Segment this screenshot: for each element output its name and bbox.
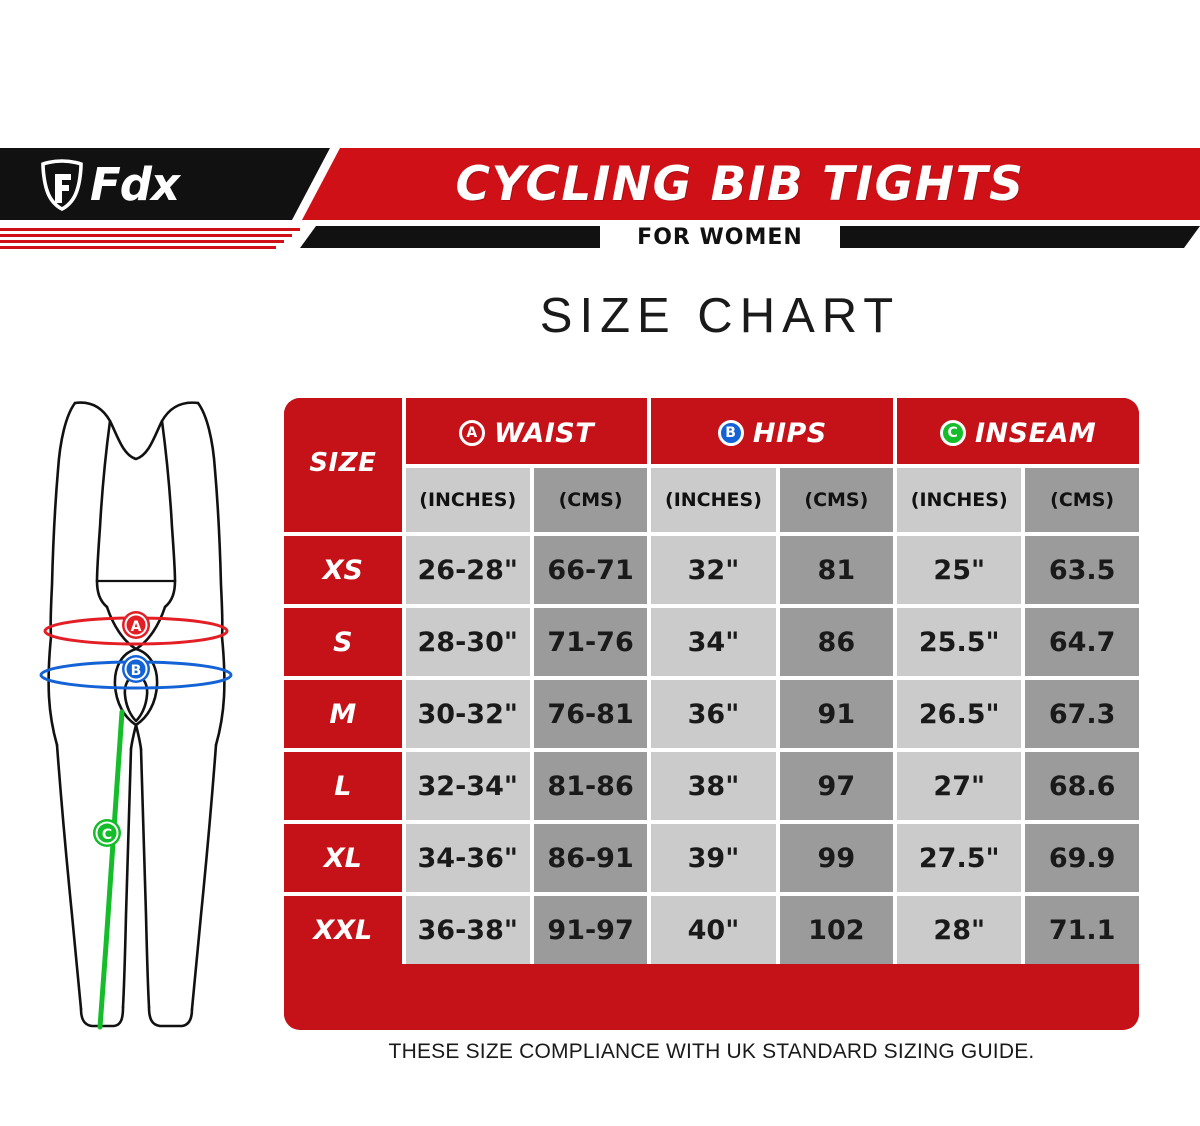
group-label-hips: HIPS — [752, 417, 827, 449]
cell-hips-inches: 38" — [647, 748, 776, 820]
cell-inseam-inches: 27" — [893, 748, 1022, 820]
table-subheader-row: (INCHES) (CMS) (INCHES) (CMS) (INCHES) (… — [284, 464, 1139, 532]
group-header-inseam: C INSEAM — [893, 398, 1139, 464]
cell-inseam-cms: 69.9 — [1021, 820, 1139, 892]
table-row: XS 26-28" 66-71 32" 81 25" 63.5 — [284, 532, 1139, 604]
footer-note: THESE SIZE COMPLIANCE WITH UK STANDARD S… — [388, 1040, 1035, 1063]
cell-waist-inches: 26-28" — [401, 532, 530, 604]
group-label-inseam: INSEAM — [974, 417, 1097, 449]
marker-b-badge: B — [122, 655, 150, 683]
stripe-black-right — [840, 226, 1200, 248]
subheader-waist-inches: (INCHES) — [401, 464, 530, 532]
cell-waist-cms: 91-97 — [529, 892, 648, 964]
cell-hips-cms: 91 — [775, 676, 894, 748]
stripe-red-2 — [0, 234, 292, 237]
cell-waist-cms: 76-81 — [529, 676, 648, 748]
brand-logo: Fdx — [40, 156, 180, 214]
size-column-header: SIZE — [284, 398, 402, 532]
svg-text:C: C — [102, 827, 112, 843]
stripe-red-4 — [0, 246, 276, 249]
banner-stripes: FOR WOMEN — [0, 220, 1200, 254]
cell-waist-cms: 86-91 — [529, 820, 648, 892]
cell-hips-cms: 81 — [775, 532, 894, 604]
banner-red-panel — [302, 148, 1200, 220]
cell-hips-cms: 86 — [775, 604, 894, 676]
cell-hips-inches: 32" — [647, 532, 776, 604]
cell-waist-inches: 36-38" — [401, 892, 530, 964]
cell-waist-cms: 66-71 — [529, 532, 648, 604]
cell-hips-cms: 99 — [775, 820, 894, 892]
cell-inseam-cms: 71.1 — [1021, 892, 1139, 964]
row-size-label: XL — [284, 820, 402, 892]
cell-waist-inches: 32-34" — [401, 748, 530, 820]
shield-f-icon — [41, 159, 83, 211]
subheader-inseam-inches: (INCHES) — [893, 464, 1022, 532]
table-row: L 32-34" 81-86 38" 97 27" 68.6 — [284, 748, 1139, 820]
size-table-body: XS 26-28" 66-71 32" 81 25" 63.5 S 28-30"… — [284, 532, 1139, 964]
cell-hips-inches: 34" — [647, 604, 776, 676]
cell-waist-cms: 71-76 — [529, 604, 648, 676]
marker-c-badge: C — [93, 819, 121, 847]
cell-waist-inches: 28-30" — [401, 604, 530, 676]
cell-inseam-cms: 68.6 — [1021, 748, 1139, 820]
group-header-hips: B HIPS — [647, 398, 894, 464]
subheader-waist-cms: (CMS) — [529, 464, 648, 532]
marker-a-badge: A — [122, 611, 150, 639]
stripe-black-left — [300, 226, 600, 248]
row-size-label: S — [284, 604, 402, 676]
banner-title: CYCLING BIB TIGHTS — [455, 156, 1025, 212]
brand-logo-text: Fdx — [90, 158, 180, 211]
cell-inseam-inches: 28" — [893, 892, 1022, 964]
cell-hips-inches: 40" — [647, 892, 776, 964]
cell-hips-cms: 102 — [775, 892, 894, 964]
group-label-waist: WAIST — [493, 417, 595, 449]
cell-inseam-cms: 67.3 — [1021, 676, 1139, 748]
row-size-label: XS — [284, 532, 402, 604]
cell-waist-inches: 30-32" — [401, 676, 530, 748]
womens-bib-tights-diagram: A B C — [39, 401, 233, 1030]
subheader-inseam-cms: (CMS) — [1021, 464, 1139, 532]
page-title: SIZE CHART — [539, 289, 901, 343]
stripe-red-1 — [0, 228, 300, 231]
stripe-red-3 — [0, 240, 284, 243]
banner-subtitle: FOR WOMEN — [637, 224, 803, 250]
size-table: SIZE A WAIST B HIPS — [284, 398, 1139, 964]
badge-c-icon: C — [939, 420, 966, 447]
cell-hips-cms: 97 — [775, 748, 894, 820]
group-header-waist: A WAIST — [401, 398, 648, 464]
table-group-header-row: SIZE A WAIST B HIPS — [284, 398, 1139, 532]
subheader-hips-inches: (INCHES) — [647, 464, 776, 532]
size-table-container: SIZE A WAIST B HIPS — [284, 398, 1139, 1030]
subheader-hips-cms: (CMS) — [775, 464, 894, 532]
cell-inseam-inches: 27.5" — [893, 820, 1022, 892]
cell-waist-cms: 81-86 — [529, 748, 648, 820]
cell-hips-inches: 36" — [647, 676, 776, 748]
svg-text:B: B — [131, 663, 142, 679]
cell-inseam-inches: 26.5" — [893, 676, 1022, 748]
table-row: M 30-32" 76-81 36" 91 26.5" 67.3 — [284, 676, 1139, 748]
badge-a-icon: A — [458, 420, 485, 447]
cell-waist-inches: 34-36" — [401, 820, 530, 892]
cell-inseam-cms: 63.5 — [1021, 532, 1139, 604]
badge-b-icon: B — [717, 420, 744, 447]
cell-hips-inches: 39" — [647, 820, 776, 892]
row-size-label: M — [284, 676, 402, 748]
table-row: XL 34-36" 86-91 39" 99 27.5" 69.9 — [284, 820, 1139, 892]
row-size-label: XXL — [284, 892, 402, 964]
table-row: S 28-30" 71-76 34" 86 25.5" 64.7 — [284, 604, 1139, 676]
inseam-measure-line — [97, 709, 125, 1030]
svg-text:A: A — [131, 619, 142, 635]
cell-inseam-inches: 25.5" — [893, 604, 1022, 676]
row-size-label: L — [284, 748, 402, 820]
table-row: XXL 36-38" 91-97 40" 102 28" 71.1 — [284, 892, 1139, 964]
cell-inseam-cms: 64.7 — [1021, 604, 1139, 676]
header-banner: Fdx CYCLING BIB TIGHTS FOR WOMEN — [0, 148, 1200, 266]
cell-inseam-inches: 25" — [893, 532, 1022, 604]
